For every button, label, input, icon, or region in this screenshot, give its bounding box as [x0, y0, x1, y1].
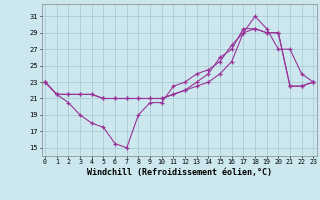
X-axis label: Windchill (Refroidissement éolien,°C): Windchill (Refroidissement éolien,°C): [87, 168, 272, 177]
